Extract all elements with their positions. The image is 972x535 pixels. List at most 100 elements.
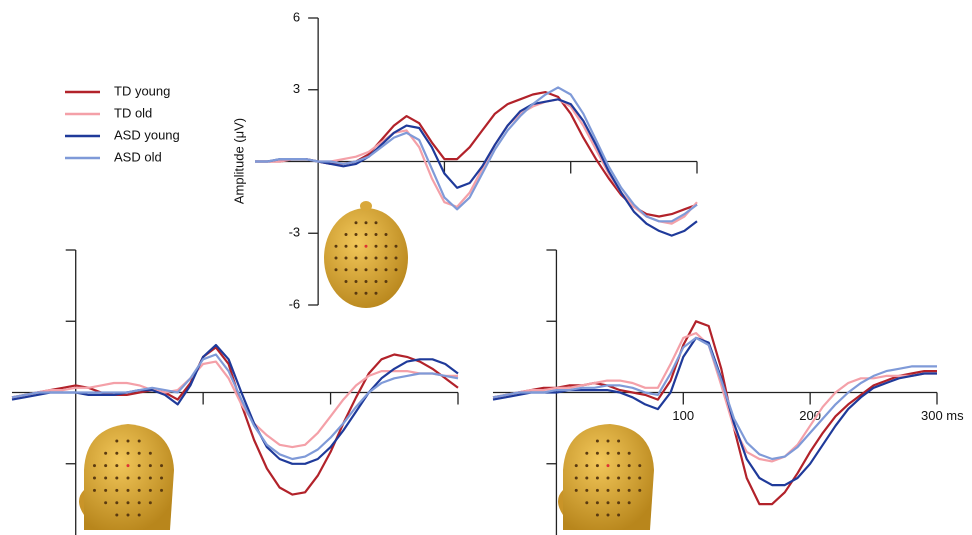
electrode xyxy=(638,464,642,468)
electrode xyxy=(617,501,621,505)
electrode xyxy=(374,256,378,260)
electrode xyxy=(354,221,358,225)
electrode xyxy=(126,501,130,505)
electrode xyxy=(595,501,599,505)
electrode xyxy=(595,513,599,517)
electrode xyxy=(148,476,152,480)
electrode xyxy=(148,464,152,468)
legend-label: TD old xyxy=(114,105,152,120)
electrode xyxy=(384,244,388,248)
legend-label: ASD old xyxy=(114,149,162,164)
electrode xyxy=(606,451,610,455)
electrode xyxy=(354,291,358,295)
electrode xyxy=(617,451,621,455)
head-side-left xyxy=(79,424,174,530)
electrode xyxy=(364,268,368,272)
electrode xyxy=(126,451,130,455)
series-line xyxy=(492,320,937,506)
electrode xyxy=(394,268,398,272)
series-line xyxy=(255,86,698,223)
series-line xyxy=(255,98,698,237)
series-line xyxy=(11,346,459,496)
electrode xyxy=(160,464,164,468)
electrode xyxy=(126,476,130,480)
electrode xyxy=(595,476,599,480)
electrode xyxy=(374,232,378,236)
legend-label: TD young xyxy=(114,83,170,98)
y-axis-label: Amplitude (μV) xyxy=(231,118,246,204)
electrode xyxy=(384,256,388,260)
electrode xyxy=(627,488,631,492)
electrode xyxy=(595,451,599,455)
electrode xyxy=(374,268,378,272)
electrode xyxy=(617,439,621,443)
electrode xyxy=(148,501,152,505)
series-line xyxy=(11,353,459,461)
electrode xyxy=(574,464,578,468)
x-tick-label: 300 ms xyxy=(921,408,964,423)
electrode xyxy=(92,476,96,480)
electrode xyxy=(104,476,108,480)
electrode xyxy=(595,488,599,492)
electrode xyxy=(364,244,368,248)
series-line xyxy=(492,336,937,461)
electrode xyxy=(115,488,119,492)
electrode xyxy=(104,464,108,468)
electrode xyxy=(374,221,378,225)
electrode xyxy=(334,256,338,260)
electrode xyxy=(115,501,119,505)
electrode xyxy=(606,464,610,468)
series-line xyxy=(492,332,937,463)
electrode xyxy=(595,439,599,443)
electrode xyxy=(384,268,388,272)
electrode xyxy=(585,464,589,468)
electrode xyxy=(354,256,358,260)
electrode xyxy=(344,244,348,248)
electrode xyxy=(617,488,621,492)
electrode xyxy=(115,513,119,517)
electrode xyxy=(374,280,378,284)
electrode xyxy=(627,451,631,455)
electrode xyxy=(394,244,398,248)
electrode xyxy=(574,488,578,492)
electrode xyxy=(344,268,348,272)
electrode xyxy=(606,439,610,443)
series-line xyxy=(255,91,698,218)
electrode xyxy=(92,464,96,468)
electrode xyxy=(126,439,130,443)
electrode xyxy=(334,268,338,272)
electrode xyxy=(137,501,141,505)
electrode xyxy=(585,488,589,492)
electrode xyxy=(92,488,96,492)
legend-label: ASD young xyxy=(114,127,180,142)
electrode xyxy=(617,464,621,468)
electrode xyxy=(115,476,119,480)
electrode xyxy=(354,280,358,284)
electrode xyxy=(344,232,348,236)
electrode xyxy=(606,476,610,480)
electrode xyxy=(638,488,642,492)
electrode xyxy=(606,513,610,517)
electrode xyxy=(638,476,642,480)
y-tick-label: 3 xyxy=(293,81,300,96)
series-line xyxy=(11,343,459,465)
electrode xyxy=(137,464,141,468)
electrode xyxy=(148,451,152,455)
y-tick-label: -6 xyxy=(289,296,301,311)
series-line xyxy=(11,360,458,449)
electrode xyxy=(606,501,610,505)
electrode xyxy=(627,464,631,468)
electrode xyxy=(627,501,631,505)
electrode xyxy=(344,256,348,260)
electrode xyxy=(137,488,141,492)
electrode xyxy=(384,232,388,236)
electrode xyxy=(104,451,108,455)
electrode xyxy=(126,513,130,517)
y-tick-label: -3 xyxy=(289,225,301,240)
electrode xyxy=(137,439,141,443)
electrode xyxy=(384,280,388,284)
electrode xyxy=(344,280,348,284)
electrode xyxy=(334,244,338,248)
electrode xyxy=(585,451,589,455)
